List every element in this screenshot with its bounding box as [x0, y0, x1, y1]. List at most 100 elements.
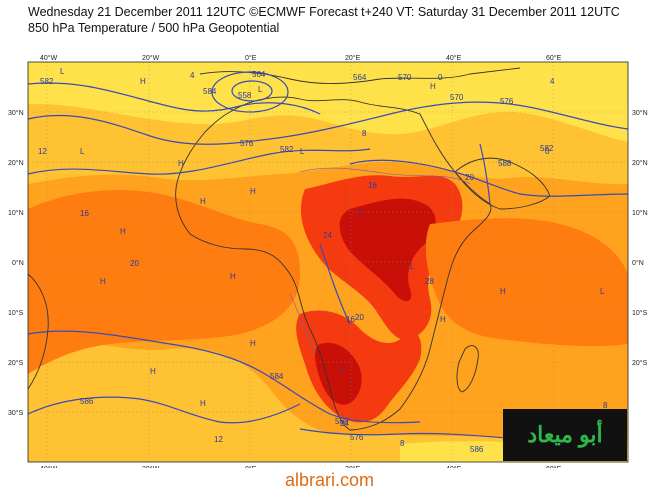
contour-labels: 582 584 564 558 564 570 570 576 576 582 … [40, 70, 554, 454]
contour-label: 584 [270, 372, 284, 381]
temp-label: 4 [550, 77, 555, 86]
high-marker: H [120, 227, 126, 236]
temp-label: 0 [545, 147, 550, 156]
contour-label: 586 [470, 445, 484, 454]
contour-label: 570 [450, 93, 464, 102]
temperature-labels: 4 0 4 8 12 16 20 24 28 16 20 12 8 0 8 16… [38, 71, 608, 448]
contour-label: 582 [280, 145, 294, 154]
low-marker: L [60, 67, 65, 76]
africa-coastline [175, 96, 492, 431]
high-marker: H [440, 315, 446, 324]
low-marker: L [80, 147, 85, 156]
lon-label-bottom: 60°E [546, 465, 562, 468]
map-title: Wednesday 21 December 2011 12UTC ©ECMWF … [28, 5, 620, 19]
madagascar-coastline [456, 345, 479, 393]
temp-band-dark-orange-east [425, 218, 628, 347]
high-marker: H [250, 187, 256, 196]
lon-label-top: 40°E [446, 54, 462, 62]
lat-label-right: 20°S [632, 359, 648, 367]
lon-label-top: 0°E [245, 54, 257, 62]
contour-label: 576 [240, 139, 254, 148]
temp-label: 8 [400, 439, 405, 448]
lat-label-right: 20°N [632, 159, 648, 167]
graticule [28, 62, 628, 462]
lat-label-left: 10°S [8, 309, 24, 317]
contour-label: 564 [353, 73, 367, 82]
lat-label-right: 10°N [632, 209, 648, 217]
lat-label-left: 20°S [8, 359, 24, 367]
lon-label-bottom: 0°E [245, 465, 257, 468]
contour-label: 584 [203, 87, 217, 96]
temp-label: 8 [603, 401, 608, 410]
temp-label: 20 [465, 173, 474, 182]
map-subtitle: 850 hPa Temperature / 500 hPa Geopotenti… [28, 21, 280, 35]
lat-label-left: 10°N [8, 209, 24, 217]
contour-label: 576 [350, 433, 364, 442]
forecast-map-svg: 582 584 564 558 564 570 570 576 576 582 … [8, 54, 648, 473]
temp-label: 8 [362, 129, 367, 138]
lat-label-right: 10°S [632, 309, 648, 317]
lon-label-bottom: 40°E [446, 465, 462, 468]
high-marker: H [250, 339, 256, 348]
temp-band-dark-orange-west [28, 189, 300, 374]
temp-band-dark-red-south [315, 342, 362, 405]
lon-label-bottom: 20°W [142, 465, 160, 468]
contour-label: 582 [40, 77, 54, 86]
low-marker: L [300, 147, 305, 156]
high-marker: H [230, 272, 236, 281]
low-marker: L [340, 365, 345, 374]
temp-label: 12 [38, 147, 47, 156]
lat-label-left: 30°N [8, 109, 24, 117]
lon-label-bottom: 20°E [345, 465, 361, 468]
temp-band-dark-red-north [339, 198, 436, 302]
temp-label: 0 [438, 73, 443, 82]
contour-label: 564 [252, 70, 266, 79]
contour-label: 582 [540, 144, 554, 153]
high-marker: H [140, 77, 146, 86]
contour-label: 588 [498, 159, 512, 168]
high-marker: H [100, 277, 106, 286]
high-marker: H [200, 399, 206, 408]
south-america-coastline [27, 273, 49, 390]
temp-label: 4 [190, 71, 195, 80]
lon-label-top: 20°W [142, 54, 160, 62]
lat-label-left: 30°S [8, 409, 24, 417]
temp-band-south [28, 341, 628, 462]
map-frame [27, 61, 629, 463]
contour-label: 558 [238, 91, 252, 100]
lon-label-top: 40°W [40, 54, 58, 62]
temp-band-light-orange [28, 103, 628, 185]
temp-label: 28 [425, 277, 434, 286]
high-marker: H [500, 287, 506, 296]
lat-label-left: 20°N [8, 159, 24, 167]
lon-label-top: 20°E [345, 54, 361, 62]
geopotential-contours [27, 71, 629, 440]
temp-label: 24 [340, 419, 349, 428]
contour-label: 586 [80, 397, 94, 406]
lat-label-left: 0°N [12, 259, 24, 267]
lat-label-right: 0°N [632, 259, 644, 267]
temp-label: 24 [323, 231, 332, 240]
temp-label: 16 [80, 209, 89, 218]
high-marker: H [430, 82, 436, 91]
temp-label: 12 [214, 435, 223, 444]
watermark-logo: أبو ميعاد [503, 409, 627, 461]
temp-label: 16 [368, 181, 377, 190]
temp-label: 20 [355, 313, 364, 322]
temp-label: 16 [346, 315, 355, 324]
lat-label-right: 30°N [632, 109, 648, 117]
low-marker: L [410, 262, 415, 271]
contour-label: 576 [500, 97, 514, 106]
pressure-markers: L H L H L H L H H H L H H L H H L H H H … [60, 67, 605, 408]
footer-site[interactable]: albrari.com [284, 470, 375, 490]
low-marker: L [258, 85, 263, 94]
high-marker: H [200, 197, 206, 206]
lon-label-bottom: 40°W [40, 465, 58, 468]
contour-label: 588 [335, 417, 349, 426]
low-marker: L [600, 287, 605, 296]
low-marker: L [360, 207, 365, 216]
forecast-map: 582 584 564 558 564 570 570 576 576 582 … [0, 44, 659, 473]
temp-label: 20 [130, 259, 139, 268]
lon-label-top: 60°E [546, 54, 562, 62]
high-marker: H [178, 159, 184, 168]
